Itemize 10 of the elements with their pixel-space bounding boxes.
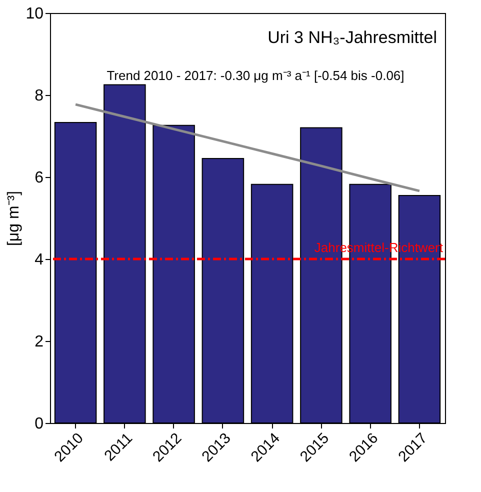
y-tick-label: 6 xyxy=(34,170,44,186)
line-series xyxy=(74,103,421,192)
y-tick-label: 10 xyxy=(26,6,44,22)
annotation: Trend 2010 - 2017: -0.30 μg m⁻³ a⁻¹ [-0.54 bis -0.06] xyxy=(106,68,404,83)
y-axis-title: [μg m⁻³] xyxy=(6,190,23,246)
y-tick-label: 2 xyxy=(34,334,44,350)
text: Uri 3 NH₃-Jahresmittel xyxy=(268,28,437,47)
y-tick-label: 8 xyxy=(34,88,44,104)
y-tick-label: 4 xyxy=(34,252,44,268)
y-tick-label: 0 xyxy=(34,416,44,432)
